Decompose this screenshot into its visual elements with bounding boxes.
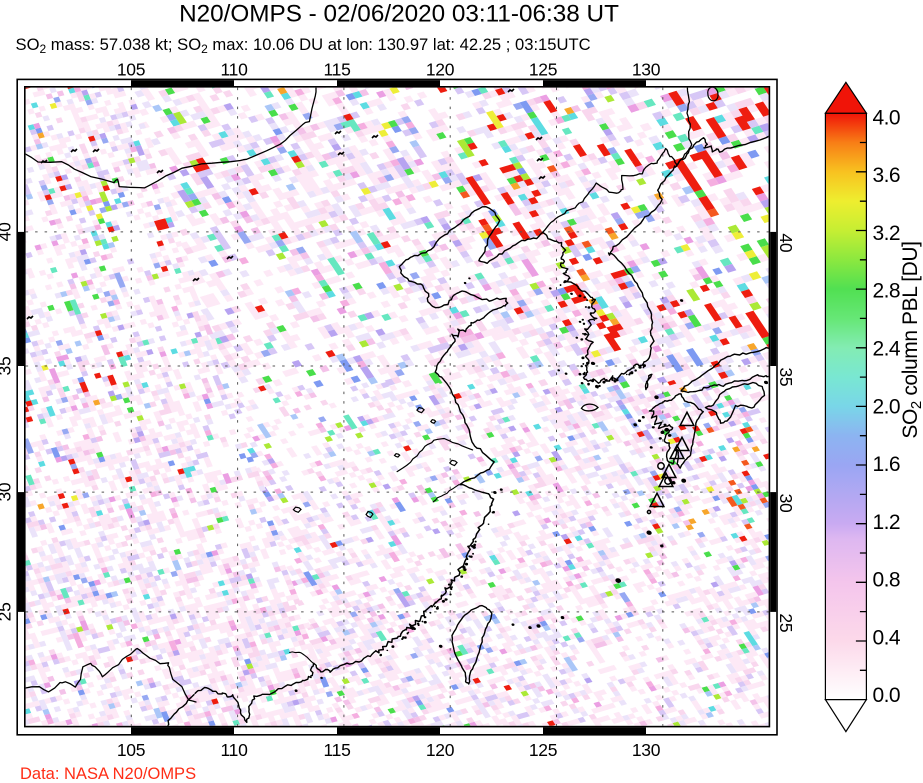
svg-text:105: 105 <box>117 60 145 80</box>
svg-text:105: 105 <box>117 740 145 760</box>
svg-text:3.6: 3.6 <box>873 164 900 187</box>
svg-text:Data: NASA N20/OMPS: Data: NASA N20/OMPS <box>20 765 196 783</box>
svg-text:120: 120 <box>426 60 455 80</box>
svg-text:110: 110 <box>221 740 249 760</box>
svg-text:4.0: 4.0 <box>873 106 900 129</box>
svg-text:30: 30 <box>776 494 796 513</box>
svg-text:25: 25 <box>0 602 15 621</box>
svg-text:30: 30 <box>0 482 15 501</box>
svg-text:3.2: 3.2 <box>873 222 900 245</box>
svg-text:2.0: 2.0 <box>873 395 900 418</box>
svg-text:120: 120 <box>426 740 455 760</box>
svg-text:35: 35 <box>0 357 15 376</box>
svg-text:25: 25 <box>776 613 796 632</box>
svg-text:1.6: 1.6 <box>873 453 900 476</box>
svg-text:125: 125 <box>529 60 557 80</box>
svg-text:130: 130 <box>632 740 661 760</box>
svg-text:1.2: 1.2 <box>873 511 900 534</box>
svg-text:N20/OMPS - 02/06/2020 03:11-06: N20/OMPS - 02/06/2020 03:11-06:38 UT <box>179 1 619 28</box>
svg-text:2.4: 2.4 <box>873 338 901 361</box>
svg-text:115: 115 <box>324 60 351 80</box>
svg-text:0.0: 0.0 <box>873 684 900 707</box>
svg-text:0.4: 0.4 <box>873 627 901 650</box>
svg-text:40: 40 <box>0 222 15 241</box>
svg-text:35: 35 <box>776 368 796 387</box>
svg-text:110: 110 <box>221 60 249 80</box>
svg-text:130: 130 <box>632 60 661 80</box>
svg-text:40: 40 <box>776 233 796 252</box>
svg-text:2.8: 2.8 <box>873 280 900 303</box>
svg-text:115: 115 <box>324 740 351 760</box>
svg-text:125: 125 <box>529 740 557 760</box>
svg-text:SO2 mass: 57.038 kt; SO2 max:: SO2 mass: 57.038 kt; SO2 max: 10.06 DU a… <box>16 35 591 56</box>
svg-text:0.8: 0.8 <box>873 569 900 592</box>
